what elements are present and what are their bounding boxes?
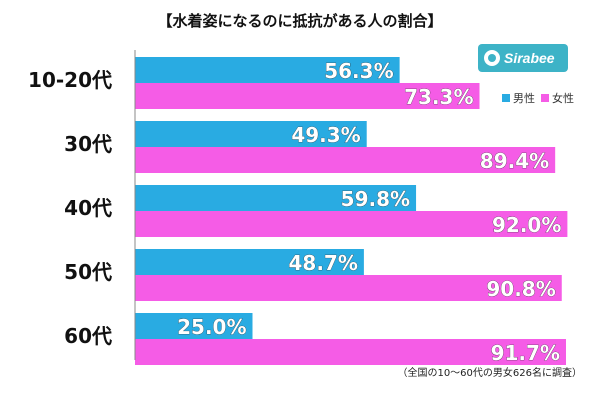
bar-female — [135, 147, 556, 173]
chart-title: 【水着姿になるのに抵抗がある人の割合】 — [157, 12, 443, 30]
category-label: 40代 — [64, 196, 112, 220]
category-label: 30代 — [64, 132, 112, 156]
data-label: 56.3% — [324, 59, 393, 83]
sirabee-logo-icon — [484, 50, 500, 66]
bar-female — [135, 83, 480, 109]
category-label: 60代 — [64, 324, 112, 348]
data-label: 25.0% — [177, 315, 246, 339]
data-label: 89.4% — [480, 149, 549, 173]
legend: 男性 女性 — [499, 89, 583, 107]
category-label: 10-20代 — [28, 68, 112, 92]
bar-female — [135, 339, 566, 365]
category-label: 50代 — [64, 260, 112, 284]
brand-name: Sirabee — [504, 50, 555, 66]
bar-male — [135, 57, 400, 83]
bar-female — [135, 275, 562, 301]
bar-male — [135, 121, 367, 147]
data-label: 49.3% — [291, 123, 360, 147]
bar-male — [135, 313, 253, 339]
data-label: 59.8% — [341, 187, 410, 211]
bar-female — [135, 211, 568, 237]
legend-label-female: 女性 — [552, 92, 574, 105]
data-label: 73.3% — [404, 85, 473, 109]
data-label: 90.8% — [486, 277, 555, 301]
data-label: 48.7% — [288, 251, 357, 275]
legend-item-female: 女性 — [541, 90, 574, 106]
bar-male — [135, 185, 417, 211]
data-label: 91.7% — [491, 341, 560, 365]
bar-male — [135, 249, 364, 275]
brand-logo: Sirabee — [478, 44, 568, 72]
legend-swatch-female — [541, 94, 549, 102]
legend-swatch-male — [502, 94, 510, 102]
footnote: （全国の10〜60代の男女626名に調査） — [397, 368, 582, 379]
legend-label-male: 男性 — [513, 92, 535, 105]
legend-item-male: 男性 — [502, 90, 535, 106]
data-label: 92.0% — [492, 213, 561, 237]
